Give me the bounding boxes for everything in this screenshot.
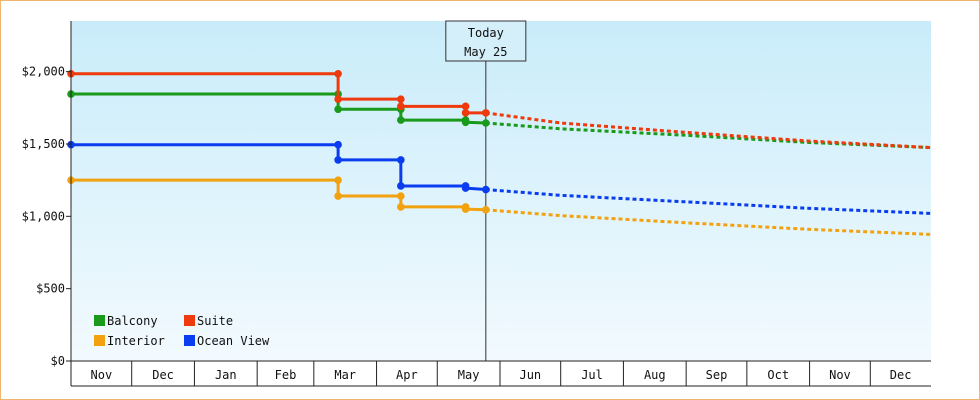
legend-label-balcony: Balcony [107,314,158,328]
data-point-interior [397,192,405,200]
data-point-balcony [461,118,470,127]
data-point-suite [334,95,342,103]
data-point-ocean-view [461,184,470,192]
legend-swatch-balcony [94,315,105,326]
data-point-suite [461,102,470,111]
legend-label-suite: Suite [197,314,233,328]
y-tick-label: $500 [36,282,65,296]
series-ocean-view [67,140,932,215]
x-tick-label: Apr [396,368,418,382]
x-tick-label: Jun [519,368,541,382]
x-tick-label: Feb [275,368,297,382]
data-point-balcony [334,105,342,114]
x-tick-label: Mar [334,368,356,382]
data-point-interior [334,192,342,200]
y-tick-label: $1,000 [22,209,65,223]
y-tick-label: $0 [51,354,65,368]
data-point-interior [397,203,405,211]
series-projection-suite [485,111,932,150]
x-tick-label: Oct [767,368,789,382]
series-projection-interior [485,208,932,236]
data-point-interior [334,176,342,184]
legend-label-ocean-view: Ocean View [197,334,270,348]
data-point-interior [482,206,490,214]
data-point-ocean-view [397,182,405,190]
y-tick-label: $2,000 [22,65,65,79]
x-tick-label: Dec [152,368,174,382]
x-tick-label: Sep [706,368,728,382]
y-tick-label: $1,500 [22,137,65,151]
today-date-label: May 25 [464,45,507,59]
data-point-balcony [397,116,405,124]
x-tick-label: May [458,368,480,382]
x-tick-label: Nov [829,368,851,382]
legend-swatch-suite [184,315,195,326]
x-tick-label: Dec [890,368,912,382]
data-point-ocean-view [334,140,342,149]
today-label: Today [468,26,504,40]
legend-label-interior: Interior [107,334,165,348]
series-projection-ocean-view [485,188,932,215]
x-tick-label: Jul [581,368,603,382]
x-tick-label: Nov [91,368,113,382]
data-point-suite [461,109,470,117]
data-point-suite [397,102,405,111]
data-point-interior [461,205,470,213]
legend-swatch-interior [94,335,105,346]
data-point-suite [482,109,490,117]
legend-swatch-ocean-view [184,335,195,346]
data-point-ocean-view [334,156,342,164]
data-point-suite [334,70,342,78]
today-label-box [445,20,527,62]
series-interior [67,176,932,236]
series-suite [67,70,932,150]
data-point-ocean-view [482,185,490,194]
data-point-ocean-view [397,156,405,164]
data-point-suite [397,95,405,103]
data-point-balcony [482,119,490,127]
x-tick-label: Jan [215,368,237,382]
x-tick-label: Aug [644,368,666,382]
